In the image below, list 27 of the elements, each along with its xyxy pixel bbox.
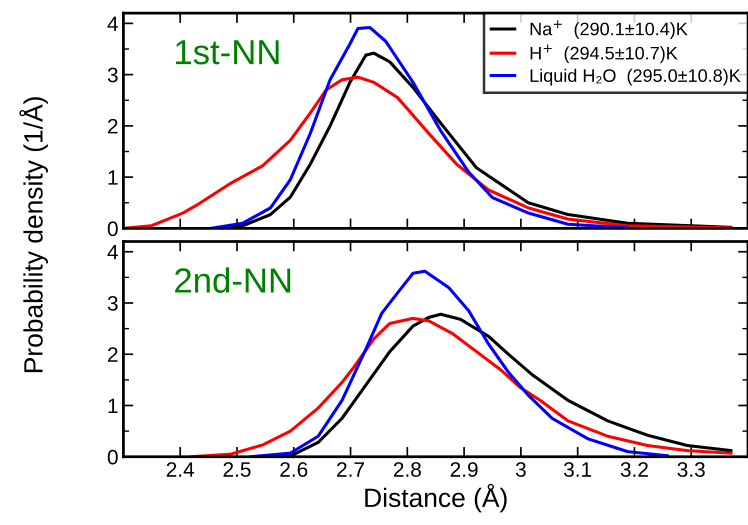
x-tick-label: 2.6 [280, 462, 308, 477]
legend-label: H$^{+}$ (294.5±10.7)K [530, 44, 678, 64]
x-axis-title: Distance (Å) [365, 484, 507, 512]
x-tick-label: 3 [516, 462, 526, 477]
y-tick-label: 0 [108, 450, 118, 465]
y-tick-label: 2 [108, 347, 118, 362]
y-tick-label: 2 [108, 118, 118, 134]
annotation: 1st-NN [176, 40, 279, 64]
y-axis-title: Probability density (1/Å) [19, 97, 48, 372]
x-tick-label: 3.2 [620, 462, 648, 477]
legend-label: Na$^{+}$ (290.1±10.4)K [530, 20, 688, 39]
y-tick-label: 1 [108, 170, 118, 185]
y-tick-label: 3 [108, 68, 118, 82]
x-tick-label: 2.7 [337, 462, 364, 477]
x-tick-label: 2.4 [166, 462, 194, 477]
x-tick-label: 3.3 [678, 462, 705, 477]
x-tick-label: 2.9 [450, 462, 478, 477]
y-tick-label: 4 [107, 244, 118, 260]
legend-label: Liquid H₂O (295.0±10.8)K [530, 68, 741, 86]
annotation: 2nd-NN [175, 267, 290, 293]
x-tick-label: 2.8 [394, 462, 421, 477]
y-tick-label: 0 [108, 221, 118, 236]
x-tick-label: 2.5 [224, 462, 251, 477]
y-tick-label: 4 [107, 16, 118, 31]
x-tick-label: 3.1 [564, 462, 592, 477]
y-tick-label: 1 [108, 398, 118, 414]
y-tick-label: 3 [108, 296, 118, 311]
